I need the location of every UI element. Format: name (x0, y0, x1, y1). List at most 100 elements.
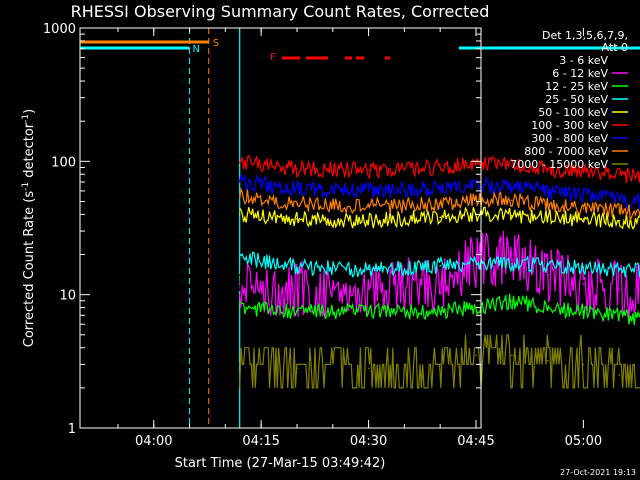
data-point (238, 161, 241, 164)
data-point (296, 367, 298, 370)
data-point (475, 162, 477, 165)
data-point (510, 164, 513, 167)
series-line (239, 251, 640, 278)
data-point (546, 359, 549, 362)
data-point (296, 310, 298, 313)
legend-entry-label: 50 - 100 keV (538, 106, 608, 119)
data-point (296, 218, 298, 220)
x-tick-label: 04:15 (242, 434, 279, 449)
x-tick-label: 04:30 (350, 434, 387, 449)
data-point (238, 363, 241, 366)
data-point (582, 310, 585, 313)
data-point (367, 367, 370, 370)
x-tick-label: 04:00 (135, 434, 172, 449)
series-line (239, 230, 640, 318)
series-line (239, 334, 640, 389)
x-tick-label: 05:00 (565, 434, 602, 449)
chart-title: RHESSI Observing Summary Count Rates, Co… (71, 2, 490, 21)
data-point (439, 216, 441, 219)
data-point (367, 190, 370, 192)
data-point (475, 198, 477, 200)
flare-flag-label: F (270, 52, 276, 63)
data-point (439, 310, 441, 313)
data-point (546, 274, 549, 276)
data-point (238, 306, 241, 309)
series-line (239, 154, 640, 183)
x-tick-label: 04:45 (457, 434, 494, 449)
data-point (510, 215, 513, 217)
data-point (439, 187, 441, 189)
legend-entry-label: 800 - 7000 keV (524, 145, 608, 158)
data-point (546, 216, 549, 219)
legend-entry-label: 7000 - 15000 keV (510, 158, 608, 171)
series-line (239, 174, 640, 210)
data-point (618, 198, 621, 200)
data-point (238, 181, 241, 183)
data-point (475, 354, 477, 357)
data-point (546, 306, 549, 309)
data-point (296, 203, 298, 205)
night-flag-label: N (193, 44, 200, 55)
data-point (475, 263, 477, 265)
y-tick-label: 100 (51, 155, 76, 170)
data-point (582, 283, 585, 285)
data-point (367, 219, 370, 222)
data-point (546, 264, 549, 267)
data-point (439, 264, 441, 267)
data-point (510, 263, 513, 265)
data-point (618, 374, 621, 376)
data-point (618, 288, 621, 290)
legend-entry-label: 25 - 50 keV (545, 93, 608, 106)
data-point (618, 173, 621, 176)
data-point (238, 195, 241, 197)
data-point (439, 363, 441, 366)
data-point (510, 199, 513, 202)
legend-entry-label: 12 - 25 keV (545, 80, 608, 93)
data-point (439, 283, 441, 285)
data-point (439, 166, 441, 169)
data-point (618, 219, 621, 222)
data-point (296, 288, 298, 290)
data-point (546, 204, 549, 206)
legend-title-line: Att 0 (602, 41, 628, 54)
data-point (367, 310, 370, 313)
data-point (582, 194, 585, 196)
data-point (439, 203, 441, 205)
y-tick-label: 1 (68, 422, 76, 437)
data-point (582, 208, 585, 210)
y-tick-label: 1000 (43, 22, 76, 37)
data-point (238, 274, 241, 276)
data-point (618, 268, 621, 271)
legend-entry-label: 300 - 800 keV (531, 132, 608, 145)
data-point (582, 170, 585, 173)
data-point (510, 185, 513, 188)
data-point (510, 253, 513, 256)
x-axis-label: Start Time (27-Mar-15 03:49:42) (175, 456, 386, 471)
data-point (582, 363, 585, 366)
data-point (367, 169, 370, 171)
data-point (296, 167, 298, 170)
data-point (475, 184, 477, 187)
flag-layer: S N F (80, 28, 640, 428)
data-point (238, 256, 241, 259)
footer-date: 27-Oct-2021 19:13 (560, 468, 636, 477)
data-point (367, 288, 370, 290)
series-layer (238, 154, 640, 389)
data-point (582, 218, 585, 220)
data-point (439, 274, 441, 276)
series-line (239, 293, 640, 325)
legend-entry-label: 6 - 12 keV (552, 67, 608, 80)
data-point (296, 187, 298, 189)
data-point (510, 299, 513, 302)
legend-title-line: Det 1,3,5,6,7,9, (542, 29, 628, 42)
saa-flag-label: S (213, 38, 219, 49)
data-point (546, 190, 549, 192)
y-tick-label: 10 (59, 289, 76, 304)
data-point (546, 167, 549, 170)
series-line (239, 206, 640, 230)
data-point (582, 266, 585, 269)
data-point (618, 283, 621, 285)
series-line (239, 187, 640, 223)
